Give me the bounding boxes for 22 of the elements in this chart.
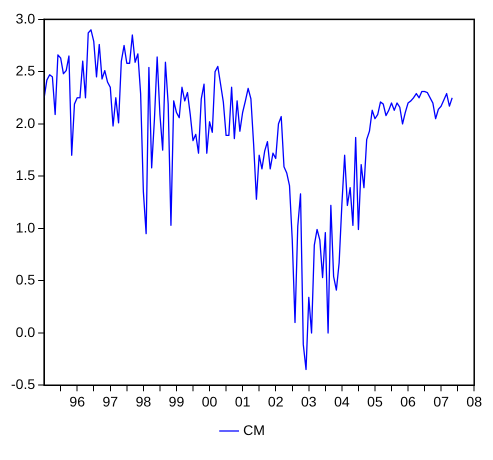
legend-label: CM [243,422,265,438]
y-tick-label: 1.0 [16,219,36,236]
x-tick-label: 97 [102,393,118,410]
x-tick-label: 03 [301,393,317,410]
x-tick-label: 01 [234,393,251,410]
x-tick-label: 08 [466,393,482,410]
y-tick-label: 2.0 [16,114,36,131]
x-tick-label: 98 [136,393,152,410]
x-tick-label: 06 [400,393,416,410]
y-tick-label: 0.5 [16,272,36,288]
y-tick-label: 2.5 [16,62,36,79]
y-tick-label: -0.5 [11,376,36,392]
y-tick-label: 3.0 [16,10,36,26]
x-tick-label: 05 [367,393,383,410]
y-tick-label: 1.5 [16,167,36,184]
x-tick-label: 00 [202,393,218,410]
y-tick-label: 0.0 [16,324,36,340]
x-tick-label: 07 [433,393,450,410]
x-tick-label: 96 [69,393,86,410]
x-tick-label: 04 [334,393,350,410]
x-tick-label: 99 [168,393,184,410]
x-tick-label: 02 [268,393,284,410]
